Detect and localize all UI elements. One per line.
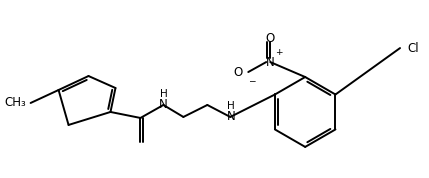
Text: Cl: Cl [407,41,419,55]
Text: −: − [248,76,256,85]
Text: O: O [233,66,242,78]
Text: N: N [159,98,168,111]
Text: H: H [227,101,235,111]
Text: +: + [275,48,283,57]
Text: N: N [227,111,236,124]
Text: CH₃: CH₃ [5,96,27,109]
Text: O: O [266,32,275,44]
Text: N: N [266,56,275,69]
Text: H: H [160,90,167,100]
